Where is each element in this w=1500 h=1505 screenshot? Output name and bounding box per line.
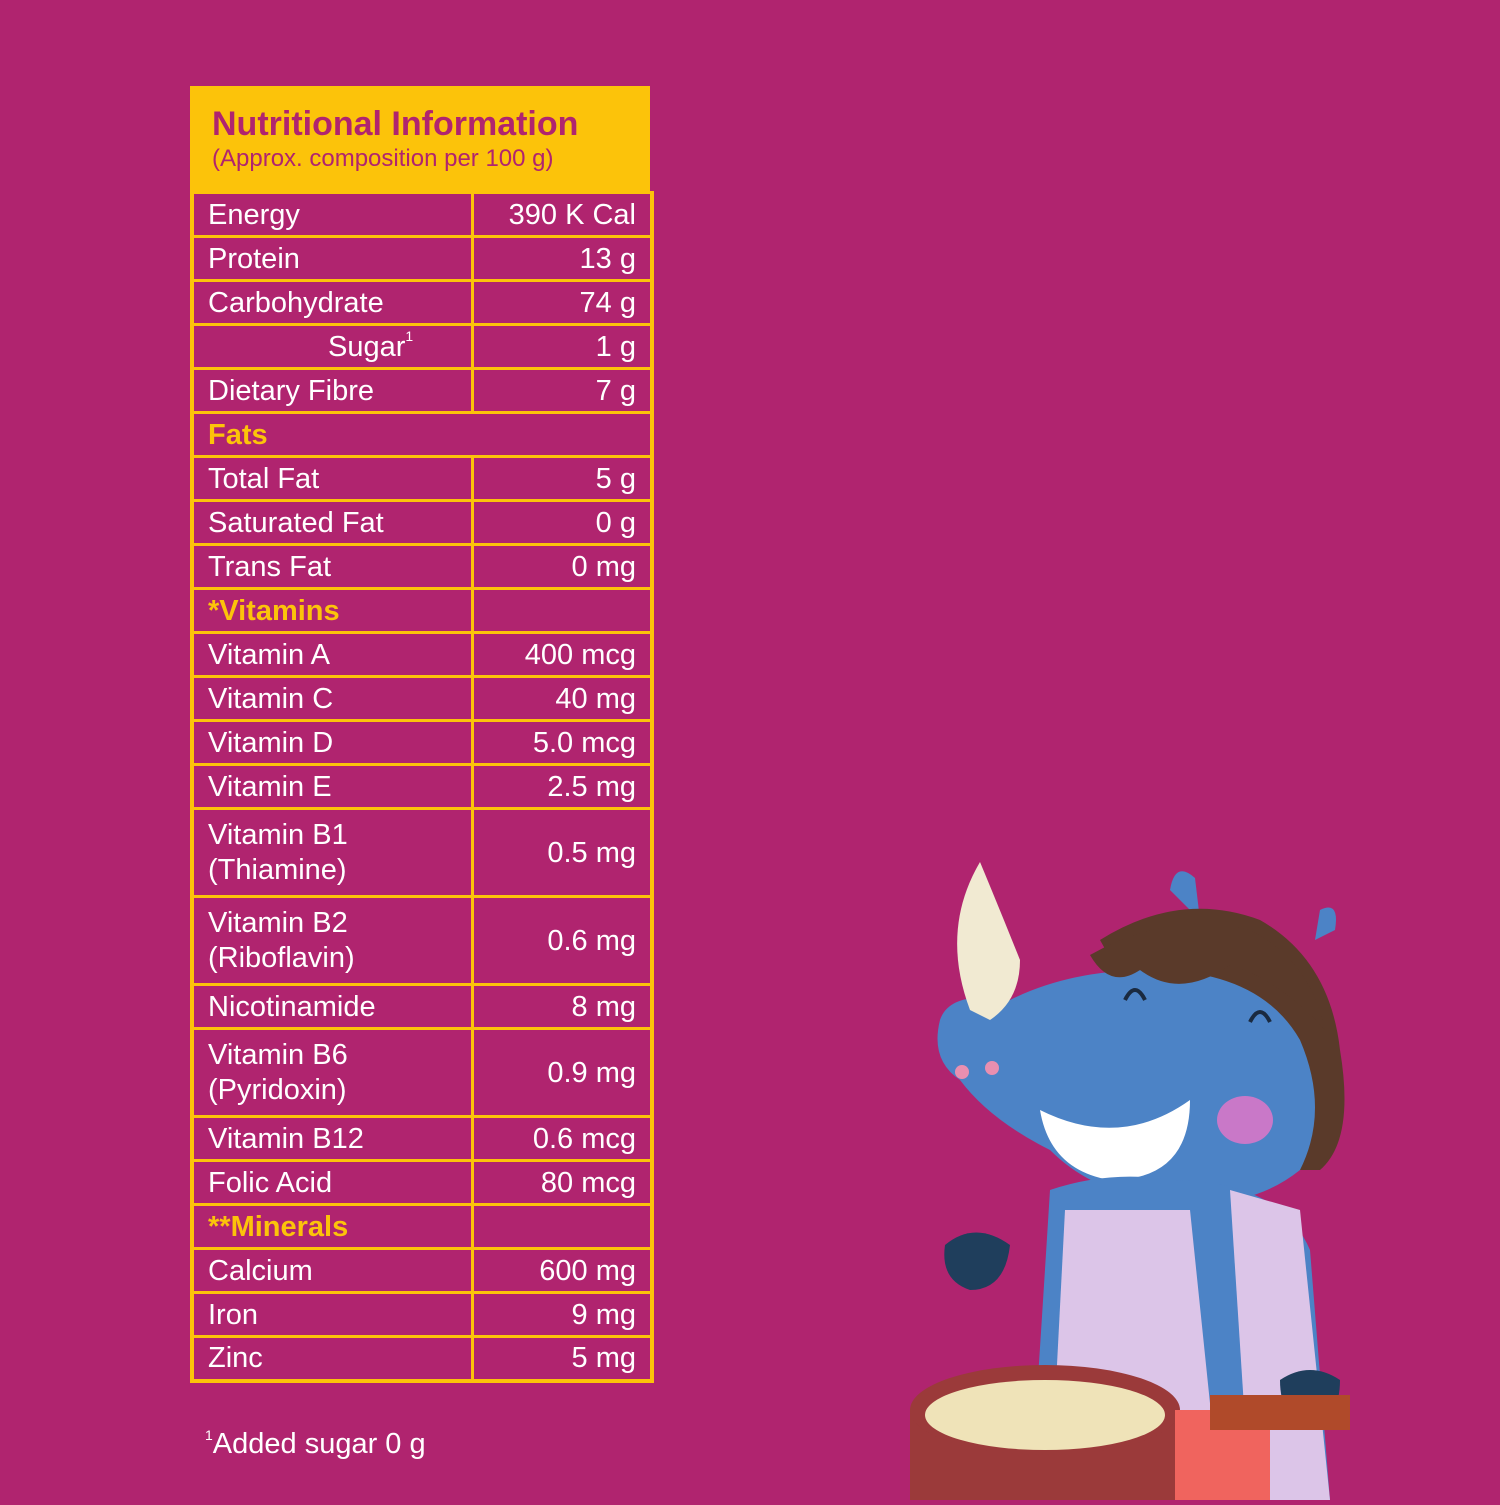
row-vitamin-e: Vitamin E 2.5 mg — [190, 763, 654, 810]
nutrient-label: Sugar — [328, 330, 406, 363]
nutrient-label-cell: Vitamin B2 (Riboflavin) — [190, 895, 474, 986]
rhino-chef-illustration — [900, 850, 1360, 1500]
nutrient-label-cell: Vitamin B6 (Pyridoxin) — [190, 1027, 474, 1118]
row-carbohydrate: Carbohydrate 74 g — [190, 279, 654, 326]
nutrition-header: Nutritional Information (Approx. composi… — [190, 86, 650, 191]
row-vitamin-a: Vitamin A 400 mcg — [190, 631, 654, 678]
nutrient-value: 9 mg — [470, 1291, 654, 1338]
nutrition-table: Energy 390 K Cal Protein 13 g Carbohydra… — [190, 191, 654, 1383]
nutrition-subtitle: (Approx. composition per 100 g) — [212, 145, 554, 172]
row-vitamin-b12: Vitamin B12 0.6 mcg — [190, 1115, 654, 1162]
nutrient-value: 13 g — [470, 235, 654, 282]
nutrient-label: Nicotinamide — [190, 983, 474, 1030]
nutrition-title: Nutritional Information — [212, 105, 579, 143]
nutrient-label: Vitamin C — [190, 675, 474, 722]
nutrient-value: 1 g — [470, 323, 654, 370]
nutrient-value: 0.9 mg — [470, 1027, 654, 1118]
nutrient-label: Energy — [190, 191, 474, 238]
row-total-fat: Total Fat 5 g — [190, 455, 654, 502]
row-minerals-header: **Minerals — [190, 1203, 654, 1250]
section-heading-minerals: **Minerals — [190, 1203, 474, 1250]
nutrient-label: Saturated Fat — [190, 499, 474, 546]
nutrient-label: Vitamin B2 — [208, 906, 348, 939]
row-trans-fat: Trans Fat 0 mg — [190, 543, 654, 590]
row-nicotinamide: Nicotinamide 8 mg — [190, 983, 654, 1030]
nutrient-label: Vitamin B6 — [208, 1038, 348, 1071]
nutrient-value: 5 mg — [470, 1335, 654, 1382]
row-vitamin-d: Vitamin D 5.0 mcg — [190, 719, 654, 766]
row-vitamins-header: *Vitamins — [190, 587, 654, 634]
nutrient-value: 0.5 mg — [470, 807, 654, 898]
rhino-chef-icon — [910, 862, 1350, 1500]
row-fats-header: Fats — [190, 411, 654, 458]
nutrient-label-cell: Sugar1 — [190, 323, 474, 370]
nutrient-label: Folic Acid — [190, 1159, 474, 1206]
nutrient-label: Calcium — [190, 1247, 474, 1294]
row-protein: Protein 13 g — [190, 235, 654, 282]
nutrient-label: Zinc — [190, 1335, 474, 1382]
row-zinc: Zinc 5 mg — [190, 1335, 654, 1382]
row-dietary-fibre: Dietary Fibre 7 g — [190, 367, 654, 414]
section-heading-fats: Fats — [190, 411, 654, 458]
nutrient-value: 80 mcg — [470, 1159, 654, 1206]
footnote: 1Added sugar 0 g — [205, 1428, 426, 1461]
nutrient-value: 600 mg — [470, 1247, 654, 1294]
nutrient-label: Trans Fat — [190, 543, 474, 590]
nutrient-label-secondary: (Riboflavin) — [208, 941, 355, 974]
nutrient-label: Vitamin D — [190, 719, 474, 766]
nutrient-value: 74 g — [470, 279, 654, 326]
row-vitamin-b2: Vitamin B2 (Riboflavin) 0.6 mg — [190, 895, 654, 986]
row-saturated-fat: Saturated Fat 0 g — [190, 499, 654, 546]
nutrient-value: 0.6 mcg — [470, 1115, 654, 1162]
nutrient-value: 40 mg — [470, 675, 654, 722]
nutrient-label-secondary: (Thiamine) — [208, 853, 347, 886]
nutrient-label: Dietary Fibre — [190, 367, 474, 414]
nutrient-value: 8 mg — [470, 983, 654, 1030]
nutrient-value: 0.6 mg — [470, 895, 654, 986]
section-heading-vitamins: *Vitamins — [190, 587, 474, 634]
empty-cell — [470, 587, 654, 634]
nutrient-value: 0 mg — [470, 543, 654, 590]
nutrient-label-secondary: (Pyridoxin) — [208, 1073, 347, 1106]
nutrient-label-cell: Vitamin B1 (Thiamine) — [190, 807, 474, 898]
nutrient-value: 0 g — [470, 499, 654, 546]
empty-cell — [470, 1203, 654, 1250]
nutrient-value: 5 g — [470, 455, 654, 502]
nutrient-value: 390 K Cal — [470, 191, 654, 238]
row-folic-acid: Folic Acid 80 mcg — [190, 1159, 654, 1206]
nutrient-value: 400 mcg — [470, 631, 654, 678]
nutrient-value: 2.5 mg — [470, 763, 654, 810]
row-vitamin-b6: Vitamin B6 (Pyridoxin) 0.9 mg — [190, 1027, 654, 1118]
row-calcium: Calcium 600 mg — [190, 1247, 654, 1294]
nutrient-label: Total Fat — [190, 455, 474, 502]
row-sugar: Sugar1 1 g — [190, 323, 654, 370]
nutrient-label: Vitamin B12 — [190, 1115, 474, 1162]
row-iron: Iron 9 mg — [190, 1291, 654, 1338]
footnote-text: Added sugar 0 g — [212, 1428, 426, 1460]
footnote-marker: 1 — [205, 1427, 213, 1443]
nutrient-label: Vitamin B1 — [208, 818, 348, 851]
nutrient-label: Protein — [190, 235, 474, 282]
nutrient-label: Iron — [190, 1291, 474, 1338]
nutrient-label: Vitamin E — [190, 763, 474, 810]
footnote-marker: 1 — [405, 327, 414, 344]
row-energy: Energy 390 K Cal — [190, 191, 654, 238]
nutrient-value: 7 g — [470, 367, 654, 414]
row-vitamin-c: Vitamin C 40 mg — [190, 675, 654, 722]
nutrient-label: Vitamin A — [190, 631, 474, 678]
row-vitamin-b1: Vitamin B1 (Thiamine) 0.5 mg — [190, 807, 654, 898]
nutrition-panel: Nutritional Information (Approx. composi… — [190, 86, 654, 1383]
nutrient-value: 5.0 mcg — [470, 719, 654, 766]
nutrient-label: Carbohydrate — [190, 279, 474, 326]
